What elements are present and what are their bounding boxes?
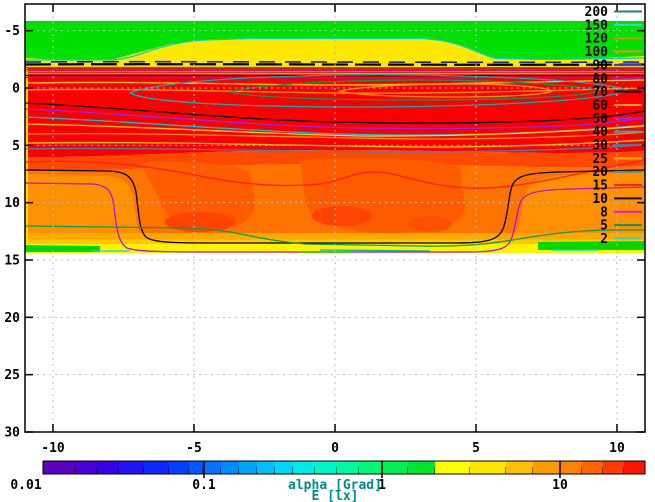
legend-level-label: 40 bbox=[592, 125, 608, 140]
colorbar-segment bbox=[533, 461, 560, 474]
colorbar: 0.01 0.1 1 10 bbox=[10, 460, 646, 493]
x-tick-label: 10 bbox=[609, 441, 625, 456]
colorbar-tick-label: 10 bbox=[552, 478, 568, 493]
fill-hot-blob-3 bbox=[408, 216, 452, 232]
y-tick-label: 5 bbox=[12, 139, 20, 154]
x-tick-label: 5 bbox=[472, 441, 480, 456]
colorbar-segment bbox=[435, 461, 470, 474]
gridlines bbox=[25, 4, 645, 432]
legend-level-label: 80 bbox=[592, 72, 608, 87]
x-tick-label: -10 bbox=[41, 441, 65, 456]
legend-level-label: 20 bbox=[592, 165, 608, 180]
fill-right-flank bbox=[490, 172, 645, 240]
colorbar-tick-label: 1 bbox=[378, 478, 386, 493]
legend-level-label: 70 bbox=[592, 85, 608, 100]
x-tick-label: -5 bbox=[186, 441, 202, 456]
y-tick-label: 15 bbox=[4, 254, 20, 269]
legend-level-label: 90 bbox=[592, 58, 608, 73]
axis-ticks bbox=[25, 4, 645, 433]
colorbar-segment bbox=[169, 461, 189, 474]
colorbar-segment bbox=[239, 461, 257, 474]
colorbar-segment bbox=[75, 461, 97, 474]
colorbar-segment bbox=[315, 461, 337, 474]
colorbar-segment bbox=[221, 461, 239, 474]
colorbar-tick-label: 0.01 bbox=[10, 478, 41, 493]
colorbar-segment bbox=[203, 461, 221, 474]
contour-lines-orange-region bbox=[25, 159, 645, 253]
colorbar-segment bbox=[582, 461, 603, 474]
colorbar-segment bbox=[506, 461, 533, 474]
colorbar-title: E [lx] bbox=[312, 489, 359, 502]
fill-lightorange-band bbox=[25, 233, 645, 241]
fill-green-strip-left bbox=[25, 245, 100, 252]
legend-level-label: 60 bbox=[592, 98, 608, 113]
y-tick-label: 0 bbox=[12, 82, 20, 97]
colorbar-segment bbox=[408, 461, 435, 474]
y-tick-label: 30 bbox=[4, 426, 20, 441]
legend-level-label: 50 bbox=[592, 112, 608, 127]
legend-level-label: 8 bbox=[600, 205, 608, 220]
colorbar-segment bbox=[257, 461, 275, 474]
fill-hot-blob-1 bbox=[165, 212, 235, 232]
y-tick-label: 25 bbox=[4, 368, 20, 383]
contour-line-hump-outline bbox=[25, 37, 645, 61]
legend-level-label: 10 bbox=[592, 192, 608, 207]
colorbar-segment bbox=[337, 461, 359, 474]
y-tick-label: -5 bbox=[4, 24, 20, 39]
colorbar-segment bbox=[603, 461, 624, 474]
colorbar-tick-label: 0.1 bbox=[192, 478, 216, 493]
colorbar-segment bbox=[359, 461, 382, 474]
colorbar-segment bbox=[43, 461, 75, 474]
colorbar-segment bbox=[144, 461, 169, 474]
fill-hot-blob-2 bbox=[312, 206, 372, 226]
x-axis-title: alpha [Grad] bbox=[288, 478, 382, 493]
legend-level-label: 150 bbox=[585, 18, 609, 33]
colorbar-segment bbox=[119, 461, 144, 474]
fill-yellow-bottom-band bbox=[25, 244, 645, 253]
fill-left-flank bbox=[25, 174, 165, 240]
y-tick-label: 10 bbox=[4, 196, 20, 211]
colorbar-frame bbox=[42, 460, 646, 475]
legend-level-label: 2 bbox=[600, 232, 608, 247]
contour-lines-red-region bbox=[25, 74, 645, 153]
colorbar-segment bbox=[560, 461, 582, 474]
legend-level-label: 15 bbox=[592, 179, 608, 194]
legend-level-label: 200 bbox=[585, 5, 609, 20]
legend-level-label: 5 bbox=[600, 219, 608, 234]
legend-level-label: 120 bbox=[585, 32, 609, 47]
colorbar-segment bbox=[97, 461, 119, 474]
fill-green-strip-right bbox=[538, 241, 645, 250]
contour-fill-layer bbox=[25, 4, 645, 432]
fill-orange-plume-left bbox=[140, 162, 256, 230]
colorbar-segment bbox=[382, 461, 408, 474]
x-tick-label: 0 bbox=[331, 441, 339, 456]
colorbar-segment bbox=[189, 461, 203, 474]
colorbar-segment bbox=[624, 461, 645, 474]
colorbar-segment bbox=[293, 461, 315, 474]
legend-level-label: 30 bbox=[592, 139, 608, 154]
legend-level-label: 100 bbox=[585, 45, 609, 60]
legend-level-label: 25 bbox=[592, 152, 608, 167]
colorbar-segment bbox=[470, 461, 506, 474]
colorbar-segment bbox=[275, 461, 293, 474]
y-tick-label: 20 bbox=[4, 311, 20, 326]
fill-left-edge-strip bbox=[25, 67, 28, 243]
